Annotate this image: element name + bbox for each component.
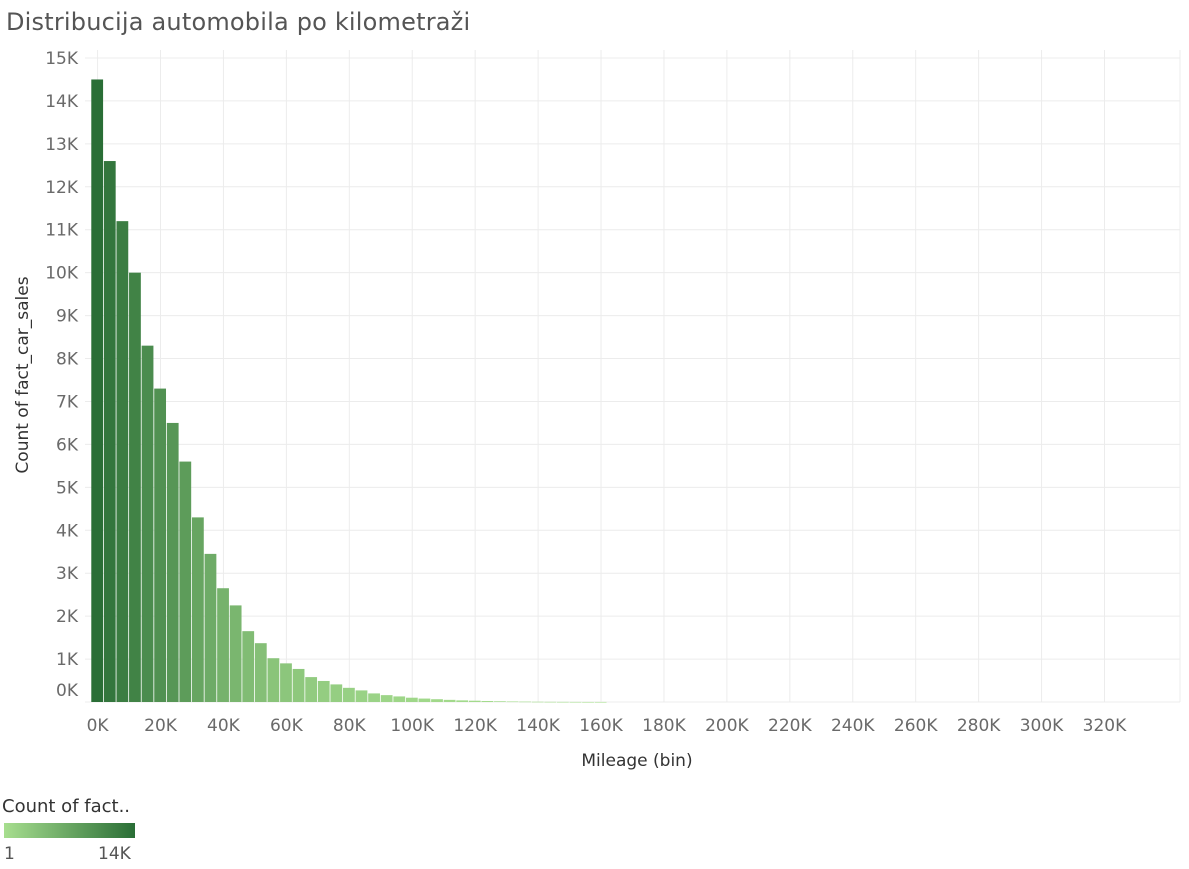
y-tick-label: 3K (56, 564, 79, 584)
x-tick-label: 0K (87, 716, 110, 736)
y-tick-label: 4K (56, 521, 79, 541)
x-tick-label: 100K (390, 716, 434, 736)
y-tick-label: 1K (56, 650, 79, 670)
histogram-bar[interactable] (431, 699, 443, 702)
y-tick-label: 14K (45, 92, 79, 112)
histogram-bar[interactable] (141, 345, 154, 702)
histogram-bar[interactable] (242, 631, 255, 702)
histogram-chart: 0K 1K 2K 3K 4K 5K 6K 7K 8K 9K 10K 11K 12K 13K 14K 15K 0… (13, 49, 1181, 771)
x-tick-label: 60K (270, 716, 304, 736)
histogram-bar[interactable] (494, 701, 506, 702)
histogram-bar[interactable] (254, 643, 267, 702)
histogram-bar[interactable] (380, 695, 393, 702)
histogram-bar[interactable] (519, 701, 532, 703)
x-tick-label: 160K (579, 716, 623, 736)
histogram-bar[interactable] (166, 422, 179, 702)
histogram-bar[interactable] (91, 79, 104, 702)
histogram-bar[interactable] (267, 658, 280, 702)
histogram-bar[interactable] (179, 461, 192, 702)
histogram-bar[interactable] (506, 701, 519, 703)
y-tick-label: 10K (45, 264, 79, 284)
x-tick-label: 280K (957, 716, 1001, 736)
histogram-bar[interactable] (456, 700, 469, 702)
histogram-bar[interactable] (544, 701, 557, 703)
x-tick-label: 120K (453, 716, 497, 736)
histogram-bar[interactable] (129, 272, 141, 702)
histogram-bar[interactable] (355, 690, 368, 702)
grid-lines (85, 50, 1181, 703)
legend-title: Count of fact.. (2, 796, 131, 817)
x-tick-label: 200K (705, 716, 749, 736)
histogram-bar[interactable] (368, 693, 380, 702)
x-axis-title: Mileage (bin) (581, 751, 692, 771)
histogram-bar[interactable] (531, 701, 544, 703)
y-tick-label: 11K (45, 221, 79, 241)
chart-title: Distribucija automobila po kilometraži (6, 8, 471, 36)
x-tick-label: 320K (1083, 716, 1127, 736)
y-tick-label: 0K (56, 681, 79, 701)
y-tick-label: 8K (56, 350, 79, 370)
histogram-bar[interactable] (292, 668, 305, 702)
histogram-bar[interactable] (443, 699, 456, 702)
histogram-bar[interactable] (468, 700, 481, 702)
histogram-bar[interactable] (569, 701, 582, 703)
histogram-bar[interactable] (116, 221, 129, 702)
histogram-bar[interactable] (556, 701, 569, 703)
histogram-bar[interactable] (418, 698, 431, 702)
histogram-bar[interactable] (305, 677, 318, 702)
y-tick-label: 7K (56, 392, 79, 412)
histogram-bar[interactable] (280, 663, 292, 702)
y-tick-label: 13K (45, 135, 79, 155)
x-tick-label: 240K (831, 716, 875, 736)
histogram-bar[interactable] (204, 553, 217, 702)
y-tick-label: 6K (56, 435, 79, 455)
legend-min-label: 1 (4, 844, 15, 864)
x-axis-ticks: 0K 20K 40K 60K 80K 100K 120K 140K 160K 180K 200K 22… (87, 716, 1128, 736)
x-tick-label: 20K (144, 716, 178, 736)
histogram-bar[interactable] (582, 701, 594, 703)
legend-color-ramp (4, 823, 135, 838)
histogram-bar[interactable] (393, 696, 406, 702)
histogram-bar[interactable] (330, 684, 343, 702)
y-tick-label: 2K (56, 607, 79, 627)
histogram-bar[interactable] (217, 588, 229, 702)
histogram-bar[interactable] (481, 701, 494, 702)
bars (91, 79, 607, 703)
x-tick-label: 220K (768, 716, 812, 736)
histogram-bar[interactable] (317, 680, 330, 702)
legend-max-label: 14K (98, 844, 131, 864)
histogram-bar[interactable] (229, 605, 242, 702)
x-tick-label: 260K (894, 716, 938, 736)
histogram-bar[interactable] (343, 687, 355, 702)
y-tick-label: 9K (56, 307, 79, 327)
y-axis-ticks: 0K 1K 2K 3K 4K 5K 6K 7K 8K 9K 10K 11K 12K 13K 14K 15K (45, 49, 79, 701)
x-tick-label: 140K (516, 716, 560, 736)
histogram-bar[interactable] (103, 161, 116, 703)
x-tick-label: 300K (1020, 716, 1064, 736)
y-tick-label: 12K (45, 178, 79, 198)
y-tick-label: 15K (45, 49, 79, 69)
histogram-bar[interactable] (191, 517, 204, 702)
y-axis-title: Count of fact_car_sales (13, 276, 33, 473)
x-tick-label: 180K (642, 716, 686, 736)
y-tick-label: 5K (56, 478, 79, 498)
histogram-bar[interactable] (154, 388, 167, 702)
histogram-bar[interactable] (405, 697, 418, 702)
histogram-bar[interactable] (594, 701, 607, 703)
x-tick-label: 40K (207, 716, 241, 736)
x-tick-label: 80K (333, 716, 367, 736)
